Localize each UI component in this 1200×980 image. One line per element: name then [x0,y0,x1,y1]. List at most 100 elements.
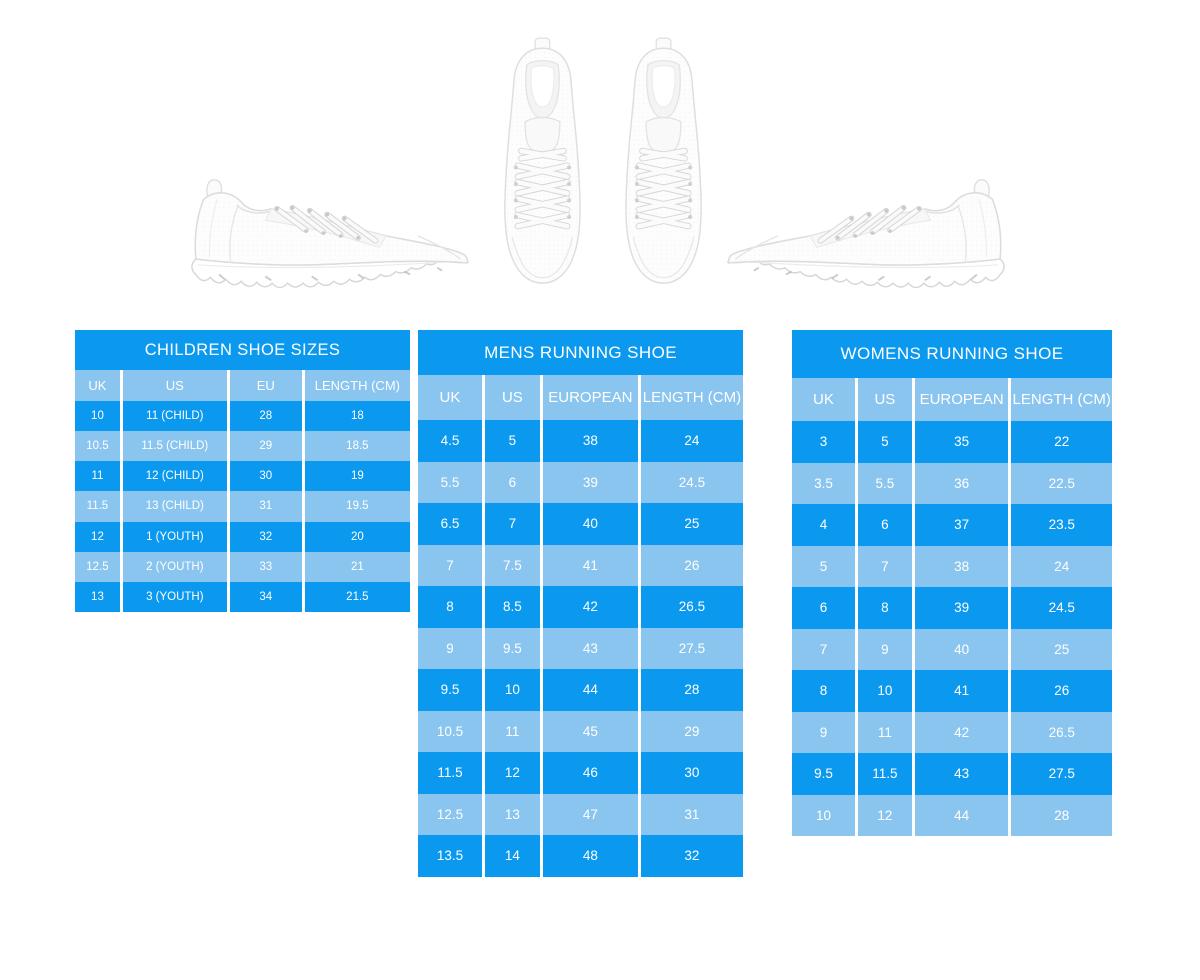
size-cell: 39 [915,587,1012,629]
size-cell: 13 [75,581,123,612]
column-header: LENGTH (CM) [1012,391,1111,408]
size-cell: 32 [230,521,305,552]
size-cell: 3.5 [792,462,858,504]
size-cell: 10.5 [75,431,123,462]
size-cell: 7 [418,544,485,586]
size-cell: 3 (YOUTH) [123,581,230,612]
size-cell: 11.5 [75,491,123,522]
size-cell: 19 [350,470,364,483]
size-cell: 8.5 [485,586,543,628]
size-cell: 12.5 [75,551,123,582]
size-row: 11.5 13 (CHILD) 31 19.5 [75,491,410,522]
size-row: 5.5 6 39 24.5 [418,461,743,503]
size-cell: 19.5 [346,500,369,513]
size-cell: 7 [792,628,858,670]
laces [514,147,571,230]
size-cell: 25 [1054,641,1070,657]
size-cell: 22 [1054,434,1070,450]
size-cell: 14 [485,835,543,877]
size-cell: 24.5 [678,474,706,490]
size-row: 12.5 13 47 31 [418,793,743,835]
size-cell: 40 [543,503,641,545]
size-cell: 12 [858,794,915,836]
size-cell: 6 [485,461,543,503]
size-row: 13.5 14 48 32 [418,835,743,877]
size-row: 9.5 11.5 43 27.5 [792,753,1112,795]
column-header: US [123,370,230,401]
table-grid: UK US EUROPEAN LENGTH (CM) 3 5 35 22 3.5 5.5 36 22.… [792,378,1112,836]
size-cell: 1 (YOUTH) [123,521,230,552]
size-cell: 20 [350,530,364,543]
size-cell: 18.5 [346,440,369,453]
size-cell: 24 [684,433,700,449]
size-cell: 47 [543,793,641,835]
size-cell: 9.5 [792,753,858,795]
toe-cap-seam [417,235,461,260]
size-cell: 39 [543,461,641,503]
size-cell: 29 [230,431,305,462]
header-row: UK US EUROPEAN LENGTH (CM) [792,378,1112,421]
mens-running-shoe-table: MENS RUNNING SHOE UK US EUROPEAN LENGTH (CM… [418,330,743,877]
size-cell: 42 [543,586,641,628]
table-title: CHILDREN SHOE SIZES [75,330,410,370]
size-cell: 28 [1054,807,1070,823]
size-cell: 13 (CHILD) [123,491,230,522]
tongue [524,116,561,154]
womens-running-shoe-table: WOMENS RUNNING SHOE UK US EUROPEAN LENGTH (… [792,330,1112,836]
table-grid: UK US EU LENGTH (CM) 10 11 (CHILD) 28 18 10.5 11.… [75,370,410,612]
size-cell: 31 [684,806,700,822]
size-cell: 28 [684,682,700,698]
size-cell: 13 [485,793,543,835]
size-cell: 32 [684,848,700,864]
size-cell: 36 [915,462,1012,504]
size-cell: 26 [684,557,700,573]
size-cell: 9.5 [485,627,543,669]
size-cell: 25 [684,516,700,532]
toe-cap-seam [511,237,574,279]
size-cell: 28 [230,401,305,432]
size-row: 10 12 44 28 [792,794,1112,836]
size-row: 12 1 (YOUTH) 32 20 [75,521,410,552]
size-cell: 37 [915,504,1012,546]
size-cell: 27.5 [678,640,706,656]
header-row: UK US EU LENGTH (CM) [75,370,410,401]
size-cell: 38 [915,545,1012,587]
size-cell: 7.5 [485,544,543,586]
size-row: 8 10 41 26 [792,670,1112,712]
size-cell: 11.5 [418,752,485,794]
size-cell: 9 [418,627,485,669]
size-cell: 41 [543,544,641,586]
size-cell: 7 [858,545,915,587]
size-cell: 41 [915,670,1012,712]
column-header: UK [792,378,858,421]
table-title: MENS RUNNING SHOE [418,330,743,375]
size-cell: 30 [230,461,305,492]
size-row: 11.5 12 46 30 [418,752,743,794]
column-header: US [485,375,543,420]
column-header: US [858,378,915,421]
table-grid: UK US EUROPEAN LENGTH (CM) 4.5 5 38 24 5.5 6 39 24.… [418,375,743,877]
size-cell: 29 [684,723,700,739]
laces [274,204,379,244]
size-cell: 5 [792,545,858,587]
size-cell: 26.5 [678,599,706,615]
size-cell: 5 [858,421,915,463]
size-cell: 2 (YOUTH) [123,551,230,582]
size-cell: 11 (CHILD) [123,401,230,432]
size-row: 10.5 11.5 (CHILD) 29 18.5 [75,431,410,462]
size-cell: 5.5 [858,462,915,504]
size-cell: 27.5 [1048,766,1075,782]
size-row: 11 12 (CHILD) 30 19 [75,461,410,492]
size-cell: 21 [350,560,364,573]
size-cell: 11 [485,710,543,752]
size-cell: 38 [543,420,641,462]
size-cell: 22.5 [1048,475,1075,491]
right-shoe-image [718,176,1008,288]
column-header: EUROPEAN [915,378,1012,421]
column-header: EU [230,370,305,401]
size-cell: 11.5 [858,753,915,795]
column-header: EUROPEAN [543,375,641,420]
size-cell: 10 [858,670,915,712]
header-row: UK US EUROPEAN LENGTH (CM) [418,375,743,420]
